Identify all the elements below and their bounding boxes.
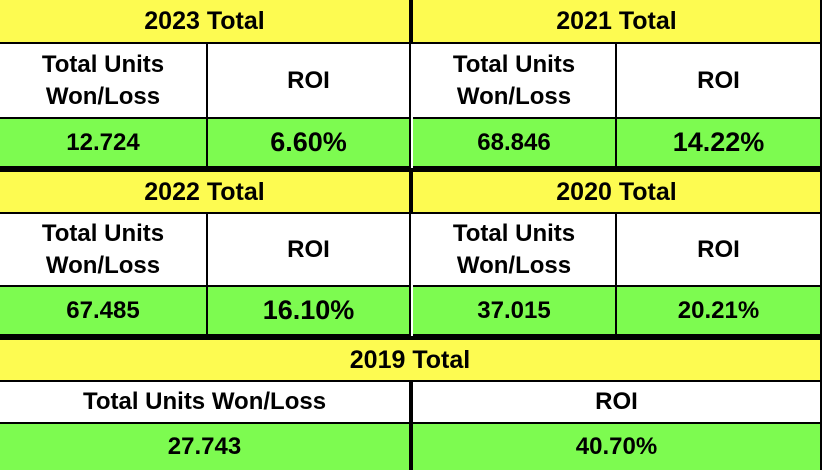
block-2022-units-header: Total Units Won/Loss: [0, 214, 208, 287]
block-2019-units-value: 27.743: [0, 424, 411, 470]
block-2022-title: 2022 Total: [0, 172, 411, 214]
block-2021-title: 2021 Total: [411, 0, 822, 44]
block-2019-units-header: Total Units Won/Loss: [0, 382, 411, 424]
block-2019-roi-header: ROI: [411, 382, 822, 424]
block-2023-roi-header: ROI: [208, 44, 411, 119]
row-divider: [0, 336, 822, 340]
block-2021-units-header: Total Units Won/Loss: [413, 44, 617, 119]
block-2019-title: 2019 Total: [0, 340, 822, 382]
block-2021-roi-header: ROI: [617, 44, 822, 119]
block-2022-roi-value: 16.10%: [208, 287, 411, 336]
block-2020-units-header: Total Units Won/Loss: [413, 214, 617, 287]
block-2021-units-value: 68.846: [413, 119, 617, 168]
block-2023-units-header: Total Units Won/Loss: [0, 44, 208, 119]
row-divider: [0, 168, 822, 172]
block-2021-roi-value: 14.22%: [617, 119, 822, 168]
block-2022-roi-header: ROI: [208, 214, 411, 287]
block-2023-roi-value: 6.60%: [208, 119, 411, 168]
block-2022-units-value: 67.485: [0, 287, 208, 336]
block-2019-roi-value: 40.70%: [411, 424, 822, 470]
block-2020-title: 2020 Total: [411, 172, 822, 214]
block-2020-units-value: 37.015: [413, 287, 617, 336]
block-2020-roi-header: ROI: [617, 214, 822, 287]
block-2023-units-value: 12.724: [0, 119, 208, 168]
block-2023-title: 2023 Total: [0, 0, 411, 44]
block-2020-roi-value: 20.21%: [617, 287, 822, 336]
